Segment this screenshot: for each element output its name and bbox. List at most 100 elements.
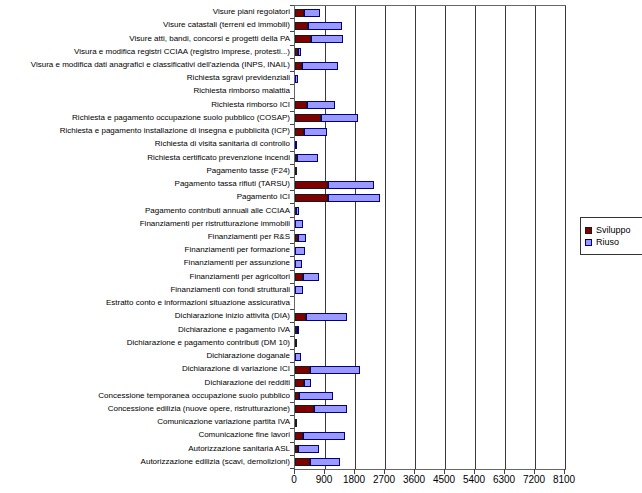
sviluppo-swatch-icon [585, 227, 592, 234]
bar-segment-riuso [310, 366, 360, 374]
bar-segment-sviluppo [295, 9, 304, 17]
category-axis-tick [290, 18, 294, 19]
category-label: Dichiarazione e pagamento IVA [0, 324, 290, 335]
bar-segment-riuso [298, 234, 306, 242]
category-label: Dichiarazione dei redditi [0, 377, 290, 388]
category-axis-tick [290, 45, 294, 46]
bar-segment-riuso [299, 392, 333, 400]
bar-segment-riuso [295, 260, 302, 268]
category-label: Pagamento tassa rifiuti (TARSU) [0, 178, 290, 189]
legend-label-sviluppo: Sviluppo [596, 225, 631, 235]
bar-segment-sviluppo [295, 128, 304, 136]
bar-segment-riuso [304, 379, 311, 387]
category-label: Estratto conto e informazioni situazione… [0, 297, 290, 308]
category-axis-tick [290, 322, 294, 323]
legend-label-riuso: Riuso [596, 237, 619, 247]
category-label: Comunicazione variazione partita IVA [0, 416, 290, 427]
category-label: Pagamento contributi annuali alle CCIAA [0, 205, 290, 216]
category-axis-tick [290, 98, 294, 99]
plot-area [294, 5, 566, 470]
bar-segment-riuso [295, 353, 301, 361]
category-axis-tick [290, 203, 294, 204]
bar-segment-riuso [295, 247, 305, 255]
bar-chart: Sviluppo Riuso 0900180027003600450054006… [0, 0, 642, 493]
bar-segment-riuso [295, 286, 303, 294]
category-axis-tick [290, 336, 294, 337]
bar-segment-riuso [302, 62, 338, 70]
category-axis-tick [290, 428, 294, 429]
bar-segment-riuso [303, 273, 319, 281]
category-label: Finanziamenti per R&S [0, 231, 290, 242]
category-label: Dichiarazione di variazione ICI [0, 363, 290, 374]
bar-segment-riuso [304, 9, 320, 17]
category-axis-tick [290, 243, 294, 244]
bar-segment-riuso [304, 128, 327, 136]
bar-segment-riuso [321, 114, 358, 122]
bar-segment-riuso [296, 207, 299, 215]
category-axis-tick [290, 375, 294, 376]
category-axis-tick [290, 402, 294, 403]
category-axis-tick [290, 124, 294, 125]
category-axis-tick [290, 230, 294, 231]
category-label: Dichiarazione doganale [0, 350, 290, 361]
bar-segment-sviluppo [295, 62, 302, 70]
bar-segment-riuso [297, 154, 318, 162]
category-axis-tick [290, 455, 294, 456]
category-axis-tick [290, 415, 294, 416]
bar-segment-riuso [297, 326, 300, 334]
category-label: Concessione edilizia (nuove opere, ristr… [0, 403, 290, 414]
category-label: Dichiarazione inizio attività (DIA) [0, 310, 290, 321]
category-label: Comunicazione fine lavori [0, 429, 290, 440]
category-axis-tick [290, 164, 294, 165]
bar-segment-riuso [328, 181, 373, 189]
category-axis-tick [290, 389, 294, 390]
category-label: Finanziamenti per assunzione [0, 257, 290, 268]
bar-segment-sviluppo [295, 313, 306, 321]
bar-segment-riuso [307, 101, 335, 109]
bar-segment-sviluppo [295, 101, 307, 109]
category-axis-tick [290, 362, 294, 363]
bar-segment-riuso [298, 48, 301, 56]
category-label: Pagamento tasse (F24) [0, 165, 290, 176]
category-label: Finanziamenti con fondi strutturali [0, 284, 290, 295]
bar-segment-riuso [314, 405, 348, 413]
bar-segment-riuso [311, 35, 343, 43]
category-axis-tick [290, 190, 294, 191]
category-axis-tick [290, 256, 294, 257]
bar-segment-riuso [306, 313, 347, 321]
category-axis-tick [290, 217, 294, 218]
category-label: Dichiarazione e pagamento contributi (DM… [0, 337, 290, 348]
bar-segment-riuso [308, 22, 341, 30]
category-axis-tick [290, 84, 294, 85]
category-label: Visura e modifica registri CCIAA (regist… [0, 46, 290, 57]
category-axis-tick [290, 442, 294, 443]
category-label: Richiesta rimborso ICI [0, 99, 290, 110]
category-label: Finanziamenti per formazione [0, 244, 290, 255]
gridline [385, 6, 386, 469]
category-axis-tick [290, 31, 294, 32]
category-axis-tick [290, 296, 294, 297]
category-label: Richiesta certificato prevenzione incend… [0, 152, 290, 163]
category-label: Visura e modifica dati anagrafici e clas… [0, 59, 290, 70]
bar-segment-riuso [303, 432, 344, 440]
category-axis-tick [290, 111, 294, 112]
bar-segment-sviluppo [295, 181, 328, 189]
category-axis-tick [290, 5, 294, 6]
category-axis-tick [290, 309, 294, 310]
category-label: Concessione temporanea occupazione suolo… [0, 390, 290, 401]
category-axis-tick [290, 177, 294, 178]
bar-segment-sviluppo [295, 194, 328, 202]
legend: Sviluppo Riuso [580, 217, 642, 255]
category-axis-tick [290, 270, 294, 271]
gridline [565, 6, 566, 469]
x-axis-label: 8100 [539, 474, 589, 485]
category-label: Pagamento ICI [0, 191, 290, 202]
bar-segment-riuso [295, 220, 303, 228]
bar-segment-sviluppo [295, 339, 297, 347]
gridline [475, 6, 476, 469]
bar-segment-sviluppo [295, 379, 304, 387]
category-label: Visure piani regolatori [0, 6, 290, 17]
category-label: Richiesta di visita sanitaria di control… [0, 138, 290, 149]
bar-segment-riuso [295, 141, 297, 149]
bar-segment-riuso [298, 445, 319, 453]
